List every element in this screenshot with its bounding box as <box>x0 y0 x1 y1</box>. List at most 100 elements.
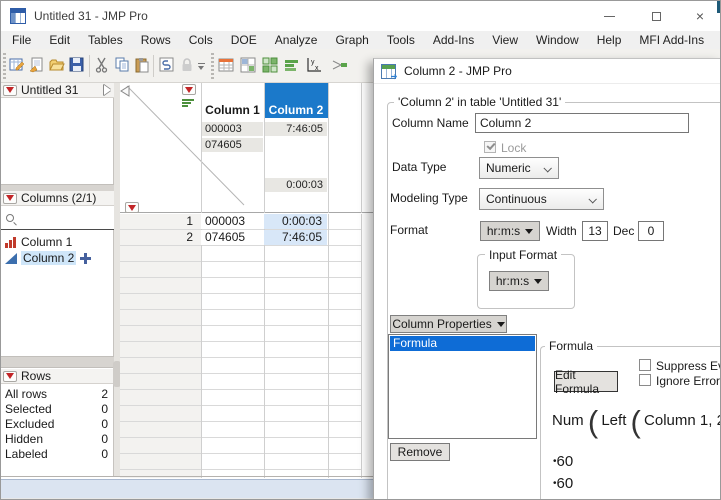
row-number[interactable]: 2 <box>120 230 200 245</box>
lock-checkbox[interactable] <box>484 141 496 153</box>
menu-mfi-addins[interactable]: MFI Add-Ins <box>639 33 705 47</box>
width-input[interactable]: 13 <box>582 221 608 241</box>
open-folder-icon[interactable] <box>48 56 66 74</box>
input-format-dropdown[interactable]: hr:m:s <box>489 271 549 291</box>
toolbar-grip[interactable] <box>3 53 6 79</box>
new-data-table-icon[interactable] <box>8 56 26 74</box>
column-properties-dropdown[interactable]: Column Properties <box>390 315 507 333</box>
grid-vline <box>328 83 329 213</box>
column-properties-label: Column Properties <box>392 317 492 331</box>
partition-icon[interactable] <box>261 56 279 74</box>
paste-icon[interactable] <box>133 56 151 74</box>
journal-icon[interactable] <box>158 56 176 74</box>
dec-input[interactable]: 0 <box>638 221 664 241</box>
dec-label: Dec <box>613 224 635 238</box>
header-preview-cell: 0:00:03 <box>265 178 327 192</box>
column-list-icon <box>182 99 194 109</box>
sidebar-item-column1[interactable]: Column 1 <box>1 234 114 250</box>
search-icon <box>6 213 14 222</box>
save-icon[interactable] <box>68 56 86 74</box>
new-formula-column-icon[interactable] <box>239 56 257 74</box>
formula-mult-row: •60 <box>553 475 573 492</box>
table-red-triangle-menu[interactable] <box>3 84 17 96</box>
menu-cols[interactable]: Cols <box>188 33 213 47</box>
grid-vline <box>201 83 202 213</box>
menu-view[interactable]: View <box>492 33 518 47</box>
sidebar-item-column2[interactable]: Column 2 <box>1 250 114 266</box>
columns-search-box[interactable] <box>1 206 114 230</box>
panel-expander-icon[interactable] <box>104 85 111 95</box>
toolbar-separator <box>153 55 154 77</box>
matched-pairs-icon[interactable] <box>331 56 349 74</box>
red-triangle-icon <box>185 86 193 93</box>
modeling-type-label: Modeling Type <box>390 191 468 205</box>
column2-dialog: Column 2 - JMP Pro 'Column 2' in table '… <box>373 58 720 499</box>
horizontal-scrollbar[interactable] <box>1 479 373 498</box>
menu-edit[interactable]: Edit <box>49 33 71 47</box>
cell-column1[interactable]: 074605 <box>201 230 263 245</box>
menu-help[interactable]: Help <box>596 33 622 47</box>
copy-icon[interactable] <box>113 56 131 74</box>
list-item-formula[interactable]: Formula <box>390 336 535 351</box>
dialog-title-bar[interactable]: Column 2 - JMP Pro <box>374 59 720 84</box>
maximize-icon <box>651 11 661 21</box>
jmp-table-icon <box>10 8 26 24</box>
row-number[interactable]: 1 <box>120 214 200 229</box>
menu-graph[interactable]: Graph <box>335 33 369 47</box>
format-dropdown[interactable]: hr:m:s <box>480 221 540 241</box>
column2-header[interactable]: Column 2 <box>268 102 324 117</box>
toolbar-grip[interactable] <box>211 53 214 79</box>
suppress-eval-label: Suppress Eva <box>656 359 720 373</box>
table-panel-header: Untitled 31 <box>1 83 114 98</box>
toolbar-overflow-icon[interactable] <box>198 63 205 73</box>
column-name-input[interactable]: Column 2 <box>475 113 689 133</box>
menu-tools[interactable]: Tools <box>386 33 415 47</box>
data-type-select[interactable]: Numeric <box>479 157 559 179</box>
column1-header[interactable]: Column 1 <box>205 102 260 117</box>
rows-red-triangle-menu[interactable] <box>3 370 17 382</box>
stat-selected: Selected 0 <box>1 401 114 416</box>
menu-analyze[interactable]: Analyze <box>274 33 318 47</box>
close-button[interactable]: × <box>685 5 715 27</box>
menu-addins[interactable]: Add-Ins <box>432 33 475 47</box>
data-table-icon[interactable] <box>217 56 235 74</box>
cell-column1[interactable]: 000003 <box>201 214 263 229</box>
maximize-button[interactable] <box>641 5 671 27</box>
remove-button[interactable]: Remove <box>390 443 450 461</box>
open-recent-icon[interactable] <box>28 56 46 74</box>
width-label: Width <box>546 224 577 238</box>
collapse-panels-icon[interactable] <box>120 85 130 97</box>
ignore-errors-checkbox[interactable] <box>639 374 651 386</box>
columns-red-triangle-menu[interactable] <box>3 192 17 204</box>
menu-doe[interactable]: DOE <box>230 33 257 47</box>
panel-splitter[interactable] <box>114 83 120 476</box>
properties-listbox[interactable]: Formula <box>388 334 537 439</box>
modeling-type-select[interactable]: Continuous <box>479 188 604 210</box>
cell-column2-selected[interactable]: 0:00:03 <box>264 214 327 229</box>
edit-formula-button[interactable]: Edit Formula <box>554 368 618 396</box>
menu-file[interactable]: File <box>12 33 32 47</box>
formula-mult-row: •60 <box>553 453 573 470</box>
input-format-value: hr:m:s <box>495 274 530 288</box>
stat-value: 0 <box>101 416 108 431</box>
graph-builder-icon[interactable] <box>283 56 301 74</box>
table-panel-title: Untitled 31 <box>21 83 79 97</box>
format-label: Format <box>390 223 429 237</box>
header-preview-cell: 000003 <box>202 122 263 136</box>
formula-groupbox <box>540 346 720 499</box>
menu-tables[interactable]: Tables <box>88 33 123 47</box>
menu-window[interactable]: Window <box>536 33 579 47</box>
columns-panel-header: Columns (2/1) <box>1 191 114 206</box>
cut-icon[interactable] <box>93 56 111 74</box>
rows-header-red-triangle[interactable] <box>125 202 139 213</box>
window-bottom-edge <box>1 498 373 499</box>
background-window-edge <box>717 1 720 13</box>
formula-expression: Num ( Left ( Column 1, 2^ ) <box>552 404 720 440</box>
columns-header-red-triangle[interactable] <box>182 84 196 95</box>
cell-column2-selected[interactable]: 7:46:05 <box>264 230 327 245</box>
suppress-eval-checkbox[interactable] <box>639 359 651 371</box>
splitter-handle[interactable] <box>113 361 121 387</box>
minimize-button[interactable] <box>594 5 624 27</box>
menu-rows[interactable]: Rows <box>140 33 171 47</box>
